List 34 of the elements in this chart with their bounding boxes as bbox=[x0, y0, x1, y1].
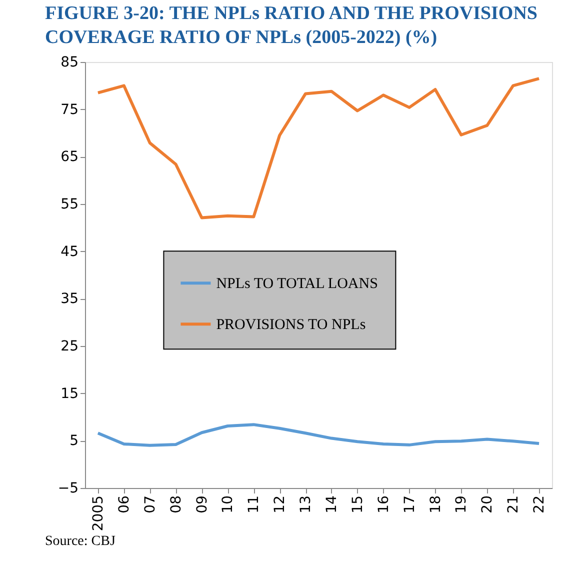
x-tick-label: 22 bbox=[532, 496, 548, 514]
y-tick-label: −5 bbox=[58, 480, 78, 496]
x-tick-label: 10 bbox=[220, 496, 236, 514]
y-tick-label: 85 bbox=[60, 54, 78, 70]
x-tick-label: 21 bbox=[506, 496, 522, 514]
x-tick-label: 15 bbox=[350, 496, 366, 514]
y-tick-label: 55 bbox=[60, 196, 78, 212]
x-tick-label: 17 bbox=[402, 496, 418, 514]
x-tick-label: 20 bbox=[480, 496, 496, 514]
y-tick-label: 5 bbox=[70, 433, 78, 450]
x-tick-label: 12 bbox=[272, 496, 288, 514]
y-tick-label: 25 bbox=[60, 338, 78, 354]
line-series bbox=[96, 77, 541, 220]
x-tick-label: 18 bbox=[428, 496, 444, 514]
y-tick-label: 75 bbox=[60, 102, 78, 118]
y-tick-label: 35 bbox=[60, 291, 78, 308]
chart-title: FIGURE 3-20: THE NPLs RATIO AND THE PROVISIONS COVERAGE RATIO OF NPLs (2005-2022) (%) bbox=[45, 3, 538, 48]
line-series bbox=[96, 423, 541, 447]
x-tick-label: 14 bbox=[324, 495, 340, 514]
source-note: Source: CBJ bbox=[45, 534, 116, 549]
x-tick-label: 07 bbox=[142, 496, 158, 514]
x-tick-label: 2005 bbox=[90, 496, 106, 532]
x-tick-label: 11 bbox=[246, 496, 262, 514]
legend-label: NPLs TO TOTAL LOANS bbox=[216, 276, 378, 292]
y-tick-label: 45 bbox=[60, 244, 78, 260]
y-tick-label: 15 bbox=[60, 386, 78, 402]
y-tick-label: 65 bbox=[60, 149, 78, 166]
x-tick-label: 08 bbox=[168, 496, 184, 514]
x-tick-label: 13 bbox=[298, 496, 314, 514]
x-tick-label: 19 bbox=[454, 496, 470, 514]
x-tick-label: 09 bbox=[194, 496, 210, 514]
x-tick-label: 06 bbox=[116, 495, 132, 514]
legend-label: PROVISIONS TO NPLs bbox=[216, 317, 366, 334]
x-tick-label: 16 bbox=[376, 495, 392, 514]
